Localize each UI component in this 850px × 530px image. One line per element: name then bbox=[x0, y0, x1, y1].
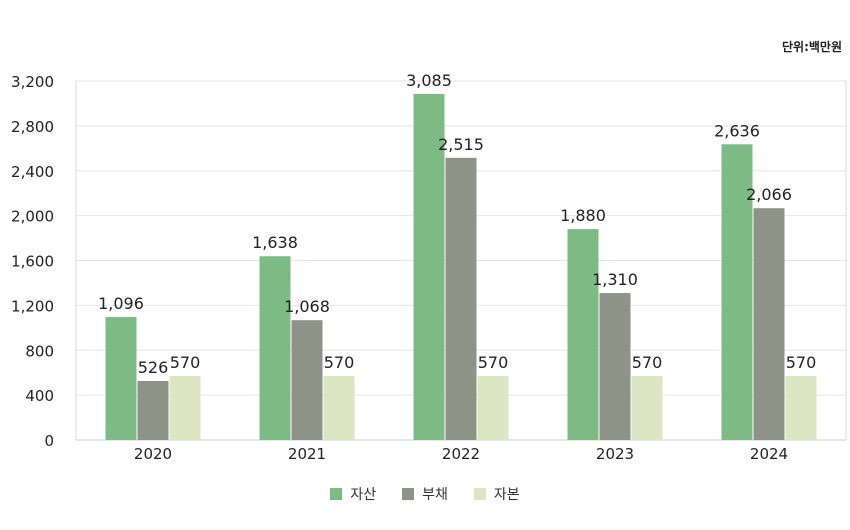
legend-item-asset: 자산 bbox=[330, 484, 376, 504]
x-tick-label: 2020 bbox=[134, 445, 172, 463]
bar bbox=[599, 293, 631, 440]
bar bbox=[753, 208, 785, 440]
data-label: 570 bbox=[632, 353, 663, 372]
x-tick-label: 2022 bbox=[442, 445, 480, 463]
data-label: 2,066 bbox=[746, 185, 792, 204]
bar bbox=[169, 376, 201, 440]
data-label: 570 bbox=[324, 353, 355, 372]
bar bbox=[785, 376, 817, 440]
bar bbox=[477, 376, 509, 440]
data-label: 570 bbox=[478, 353, 509, 372]
legend-swatch-asset bbox=[330, 488, 343, 500]
bar bbox=[445, 157, 477, 440]
data-label: 526 bbox=[138, 358, 169, 377]
bar bbox=[259, 256, 291, 440]
data-label: 570 bbox=[170, 353, 201, 372]
data-label: 1,310 bbox=[592, 270, 638, 289]
y-tick-label: 400 bbox=[25, 387, 54, 405]
bar bbox=[137, 380, 169, 440]
y-tick-label: 2,800 bbox=[11, 118, 54, 136]
data-label: 2,636 bbox=[714, 121, 760, 140]
x-tick-label: 2024 bbox=[750, 445, 788, 463]
bar bbox=[567, 229, 599, 440]
data-label: 1,880 bbox=[560, 206, 606, 225]
y-tick-label: 1,200 bbox=[11, 297, 54, 315]
legend-swatch-liability bbox=[402, 488, 415, 500]
data-label: 570 bbox=[786, 353, 817, 372]
bar bbox=[413, 93, 445, 441]
legend-label-liability: 부채 bbox=[422, 487, 448, 503]
legend-label-asset: 자산 bbox=[350, 487, 377, 503]
legend-label-equity: 자본 bbox=[493, 487, 520, 503]
data-label: 1,096 bbox=[98, 294, 144, 313]
x-tick-label: 2021 bbox=[288, 445, 326, 463]
legend: 자산 부채 자본 bbox=[0, 484, 850, 504]
bar bbox=[105, 317, 137, 440]
y-tick-label: 0 bbox=[44, 432, 54, 450]
bar bbox=[631, 376, 663, 440]
y-tick-label: 2,000 bbox=[11, 208, 54, 226]
y-tick-label: 800 bbox=[25, 342, 54, 360]
data-label: 1,068 bbox=[284, 297, 330, 316]
x-tick-label: 2023 bbox=[596, 445, 634, 463]
unit-label: 단위:백만원 bbox=[782, 40, 842, 54]
legend-swatch-equity bbox=[473, 488, 486, 500]
y-tick-label: 2,400 bbox=[11, 163, 54, 181]
legend-item-equity: 자본 bbox=[473, 484, 520, 504]
data-label: 2,515 bbox=[438, 135, 484, 154]
bar-chart: 0 400 800 1,200 1,600 2,000 2,400 2,800 3,200 1,0… bbox=[11, 71, 847, 463]
data-label: 3,085 bbox=[406, 71, 452, 90]
bar bbox=[721, 144, 753, 440]
bar bbox=[323, 376, 355, 440]
legend-item-liability: 부채 bbox=[402, 484, 448, 504]
bar bbox=[291, 320, 323, 440]
data-label: 1,638 bbox=[252, 233, 298, 252]
y-tick-label: 3,200 bbox=[11, 73, 54, 91]
y-tick-label: 1,600 bbox=[11, 253, 54, 271]
